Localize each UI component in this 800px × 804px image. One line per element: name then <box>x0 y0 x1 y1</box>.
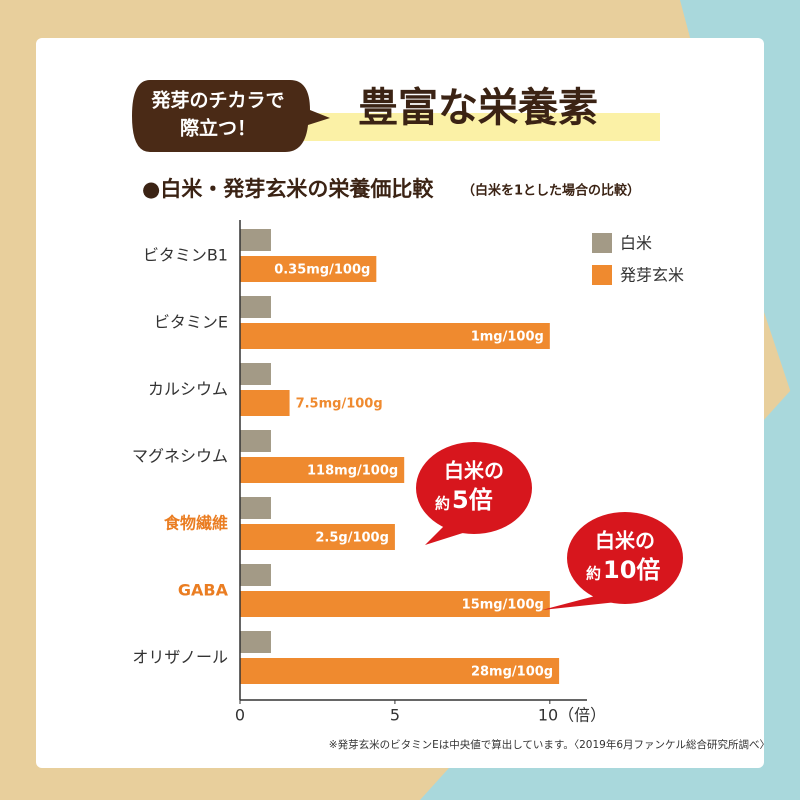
chart-subtitle: （白米を1とした場合の比較） <box>462 183 640 199</box>
category-label: ビタミンE <box>154 313 228 332</box>
category-label: GABA <box>178 581 229 600</box>
bar <box>240 430 271 452</box>
callout-text: 5倍 <box>452 486 493 514</box>
bar <box>240 524 395 550</box>
bar-label: 28mg/100g <box>471 665 553 680</box>
callout-shape <box>567 512 683 604</box>
bar <box>240 658 560 684</box>
callout-text: 10倍 <box>603 556 660 584</box>
bar <box>240 323 550 349</box>
bar <box>240 296 271 318</box>
callout-text: 約 <box>586 565 601 583</box>
x-tick-label: 5 <box>390 706 400 725</box>
bar <box>240 363 271 385</box>
bar <box>240 591 550 617</box>
bar <box>240 564 271 586</box>
category-label: マグネシウム <box>132 447 228 466</box>
bar-label: 1mg/100g <box>471 330 544 345</box>
badge-line: 発芽のチカラで <box>150 89 284 112</box>
chart-title: ●白米・発芽玄米の栄養価比較 <box>142 177 434 201</box>
category-label: カルシウム <box>148 380 228 399</box>
category-label: ビタミンB1 <box>143 246 228 265</box>
bar-label: 0.35mg/100g <box>274 263 370 278</box>
bar <box>240 497 271 519</box>
legend-label: 発芽玄米 <box>620 266 684 285</box>
bar <box>240 390 290 416</box>
bar-label: 7.5mg/100g <box>296 397 383 412</box>
x-tick-label: 10（倍） <box>538 706 606 725</box>
title-highlight <box>302 113 660 141</box>
callout-shape <box>542 596 617 610</box>
bar <box>240 229 271 251</box>
callout-shape <box>416 442 532 534</box>
callout-text: 白米の <box>595 529 655 553</box>
bar <box>240 256 377 282</box>
x-tick-label: 0 <box>235 706 245 725</box>
footnote: ※発芽玄米のビタミンEは中央値で算出しています。〈2019年6月ファンケル総合研… <box>329 738 770 751</box>
legend-swatch <box>592 265 612 285</box>
legend-label: 白米 <box>620 234 652 253</box>
bar-label: 15mg/100g <box>462 598 544 613</box>
category-label: オリザノール <box>132 648 228 667</box>
category-label: 食物繊維 <box>163 514 228 533</box>
bar <box>240 631 271 653</box>
title: 豊富な栄養素 <box>358 85 598 131</box>
bar-label: 118mg/100g <box>307 464 398 479</box>
callout-text: 白米の <box>444 459 504 483</box>
badge-shape <box>132 80 330 152</box>
bar <box>240 457 405 483</box>
badge-line: 際立つ！ <box>180 117 256 140</box>
bar-label: 2.5g/100g <box>315 531 389 546</box>
callout-text: 約 <box>435 495 450 513</box>
legend-swatch <box>592 233 612 253</box>
